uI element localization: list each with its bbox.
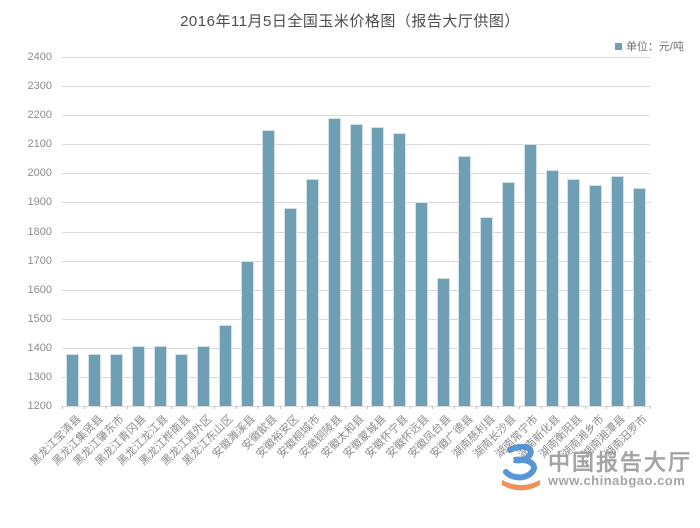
bar-安徽歙县[interactable] (262, 129, 276, 406)
bar-湖南常宁市[interactable] (523, 144, 537, 406)
x-tick-mark (584, 406, 586, 409)
gridline (62, 57, 650, 58)
y-axis-labels: 2400 2300 2200 2100 2000 1900 1800 1700 1600 1500… (4, 51, 56, 412)
x-tick-mark (214, 406, 216, 409)
bar-黑龙江东山区[interactable] (218, 324, 232, 406)
bar-湖南衡阳县[interactable] (567, 179, 581, 406)
y-tick-label: 1300 (27, 370, 52, 383)
x-tick-mark (606, 406, 608, 409)
x-tick-mark (410, 406, 412, 409)
corn-price-chart: 2016年11月5日全国玉米价格图（报告大厅供图） 单位：元/吨 2400 230… (27, 13, 692, 494)
gridline (62, 86, 650, 88)
x-tick-mark (475, 406, 477, 409)
bar-安徽裕安区[interactable] (284, 208, 298, 406)
bar-安徽铜陵县[interactable] (327, 118, 341, 406)
bar-黑龙江桦南县[interactable] (175, 353, 189, 406)
bar-安徽凤台县[interactable] (436, 278, 450, 406)
watermark: 中国报告大厅 www.chinabgao.com (500, 444, 692, 494)
x-tick-mark (323, 406, 325, 409)
x-tick-mark (628, 406, 630, 409)
bar-黑龙江青冈县[interactable] (131, 346, 145, 406)
x-tick-mark (127, 406, 129, 409)
y-tick-label: 1900 (27, 196, 52, 209)
y-tick-label: 2200 (27, 109, 52, 122)
plot-area: 2400 2300 2200 2100 2000 1900 1800 1700 1600 1500… (28, 51, 651, 468)
bar-黑龙江宝清县[interactable] (66, 353, 80, 406)
chart-title: 2016年11月5日全国玉米价格图（报告大厅供图） (180, 13, 520, 30)
bar-湖南汨罗市[interactable] (632, 187, 646, 406)
bar-黑龙江集贤县[interactable] (88, 353, 102, 406)
x-tick-mark (345, 406, 347, 409)
legend: 单位：元/吨 (614, 38, 684, 54)
x-tick-mark (279, 406, 281, 409)
x-tick-mark (497, 406, 499, 409)
bar-安徽濉溪县[interactable] (240, 260, 254, 406)
gridline (62, 115, 650, 117)
x-tick-mark (388, 406, 390, 409)
y-tick-label: 1400 (27, 341, 52, 354)
y-tick-label: 1700 (27, 254, 52, 267)
bar-湖南湘乡市[interactable] (589, 185, 603, 406)
x-tick-mark (562, 406, 564, 409)
bar-黑龙江道外区[interactable] (197, 346, 211, 406)
bars (62, 57, 650, 406)
legend-label: 单位：元/吨 (625, 41, 684, 53)
bar-安徽怀远县[interactable] (414, 202, 428, 406)
x-tick-mark (301, 406, 303, 409)
gridline (62, 406, 650, 407)
bar-黑龙江龙江县[interactable] (153, 346, 167, 406)
bar-安徽桐城市[interactable] (305, 179, 319, 406)
y-tick-label: 1800 (27, 225, 52, 238)
x-tick-mark (258, 406, 259, 409)
bar-黑龙江肇东市[interactable] (109, 353, 123, 406)
y-tick-label: 1500 (27, 312, 52, 325)
bar-湖南长沙县[interactable] (501, 182, 515, 406)
x-tick-mark (62, 406, 63, 409)
watermark-site-url: www.chinabgao.com (547, 472, 686, 488)
x-tick-mark (192, 406, 194, 409)
y-tick-label: 2300 (27, 80, 52, 93)
x-tick-mark (105, 406, 107, 409)
bar-湖南慈利县[interactable] (480, 217, 494, 406)
x-tick-mark (149, 406, 151, 409)
bar-湖南新化县[interactable] (545, 170, 559, 406)
bar-安徽太和县[interactable] (349, 123, 363, 406)
y-tick-label: 2000 (27, 167, 52, 180)
bar-安徽怀宁县[interactable] (393, 132, 407, 406)
watermark-text: 中国报告大厅 www.chinabgao.com (548, 451, 692, 488)
x-tick-mark (541, 406, 543, 409)
x-tick-mark (170, 406, 172, 409)
x-tick-mark (83, 406, 85, 409)
y-tick-label: 1200 (27, 400, 52, 412)
x-tick-mark (236, 406, 238, 409)
bar-安徽广德县[interactable] (458, 155, 472, 406)
chinabgao-logo-icon (501, 444, 540, 491)
x-tick-mark (519, 406, 521, 409)
y-tick-label: 2100 (27, 138, 52, 151)
x-tick-mark (650, 406, 651, 409)
bar-安徽蒙城县[interactable] (371, 126, 385, 406)
watermark-site-name: 中国报告大厅 (547, 449, 692, 475)
y-tick-label: 2400 (27, 51, 52, 63)
bar-湖南湘潭县[interactable] (610, 176, 624, 406)
x-tick-mark (432, 406, 434, 409)
x-ticks (62, 406, 651, 410)
x-tick-mark (454, 406, 455, 409)
x-tick-mark (366, 406, 368, 409)
legend-swatch-icon (614, 42, 622, 50)
y-tick-label: 1600 (27, 283, 52, 296)
